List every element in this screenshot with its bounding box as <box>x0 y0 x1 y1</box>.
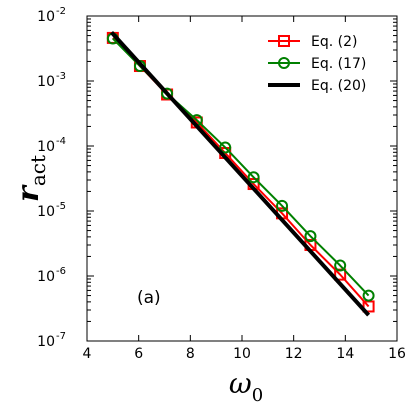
data-point-circle <box>247 171 260 184</box>
plot-layer <box>106 31 375 317</box>
x-tick-label: 8 <box>186 346 195 362</box>
y-tick-label: 10 <box>37 9 55 25</box>
data-point-circle <box>219 141 232 154</box>
y-tick-label: 10 <box>37 334 55 350</box>
legend: Eq. (2) Eq. (17) Eq. (20) <box>268 34 366 94</box>
legend-marker-square <box>278 35 290 47</box>
data-point-circle <box>276 199 289 212</box>
x-tick-label: 4 <box>83 346 92 362</box>
panel-annotation: (a) <box>137 288 161 308</box>
x-tick-label: 14 <box>336 346 354 362</box>
y-tick-exponent: -3 <box>56 71 66 82</box>
y-tick-exponent: -7 <box>56 331 66 342</box>
data-point-circle <box>161 87 174 100</box>
y-tick-exponent: -4 <box>56 136 66 147</box>
y-tick-label: 10 <box>37 269 55 285</box>
y-axis-label: ract <box>11 155 50 202</box>
x-tick-label: 10 <box>233 346 251 362</box>
x-tick-label: 6 <box>134 346 143 362</box>
x-tick-label: 16 <box>388 346 406 362</box>
y-tick-exponent: -2 <box>56 6 66 17</box>
series-line-3 <box>110 31 371 317</box>
y-tick-exponent: -6 <box>56 266 66 277</box>
data-point-circle <box>362 289 375 302</box>
x-tick-label: 12 <box>285 346 303 362</box>
data-point-circle <box>334 259 347 272</box>
data-point-circle <box>304 230 317 243</box>
legend-label: Eq. (20) <box>311 78 366 94</box>
y-tick-label: 10 <box>37 139 55 155</box>
legend-label: Eq. (2) <box>311 34 357 50</box>
legend-marker-circle <box>278 57 290 69</box>
y-tick-exponent: -5 <box>56 201 66 212</box>
legend-label: Eq. (17) <box>311 56 366 72</box>
y-tick-label: 10 <box>37 74 55 90</box>
y-tick-label: 10 <box>37 204 55 220</box>
x-axis-label: ω0 <box>229 367 263 406</box>
